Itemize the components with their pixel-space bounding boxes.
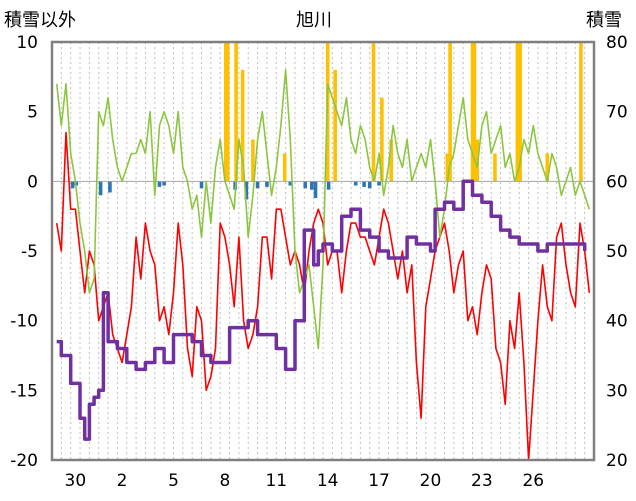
left-tick-label: 10 (16, 33, 38, 53)
blue-bars-bar (199, 181, 204, 189)
x-tick-label: 11 (265, 471, 287, 491)
blue-bars-bar (98, 181, 103, 196)
blue-bars-bar (108, 181, 112, 193)
right-tick-label: 70 (606, 103, 628, 123)
left-tick-label: 0 (27, 172, 38, 192)
blue-bars-bar (367, 181, 372, 189)
left-axis-title: 積雪以外 (4, 10, 76, 31)
plot-frame (50, 40, 596, 462)
orange-bars-bar (579, 42, 583, 182)
orange-bars-bar (448, 42, 452, 182)
orange-bars-bar (445, 153, 450, 182)
orange-bars-bar (234, 42, 238, 182)
right-tick-label: 60 (606, 172, 628, 192)
x-tick-label: 14 (317, 471, 339, 491)
x-tick-label: 8 (219, 471, 230, 491)
orange-bars-bar (472, 42, 477, 182)
blue-bars-bar (157, 181, 162, 187)
right-tick-label: 20 (606, 451, 628, 471)
blue-bars-bar (255, 181, 260, 189)
x-tick-label: 23 (471, 471, 493, 491)
blue-bars-bar (309, 181, 314, 190)
orange-bars-bar (225, 42, 230, 182)
temperature-line (55, 131, 591, 461)
orange-bars-bar (389, 139, 394, 182)
left-tick-label: -20 (10, 451, 38, 471)
blue-bars-bar (162, 181, 166, 186)
green-series-line (55, 69, 591, 350)
x-tick-label: 17 (368, 471, 390, 491)
x-tick-label: 30 (65, 471, 87, 491)
x-tick-label: 26 (522, 471, 544, 491)
orange-bars-bar (282, 153, 287, 182)
blue-bars-bar (265, 181, 269, 187)
left-tick-label: -5 (21, 242, 38, 262)
orange-bars-bar (371, 42, 376, 182)
left-tick-label: -15 (10, 381, 38, 401)
blue-bars-bar (362, 181, 366, 187)
x-tick-label: 20 (420, 471, 442, 491)
chart-title: 旭川 (296, 10, 332, 31)
x-tick-label: 5 (168, 471, 179, 491)
blue-bars-bar (288, 181, 293, 186)
orange-bars-bar (380, 97, 384, 182)
orange-bars-bar (545, 153, 550, 182)
left-tick-label: 5 (27, 103, 38, 123)
blue-bars-bar (303, 181, 308, 189)
blue-bars-bar (313, 181, 318, 199)
right-tick-label: 80 (606, 33, 628, 53)
snow-depth-line (56, 179, 587, 441)
orange-bars-bar (515, 42, 520, 182)
right-tick-label: 30 (606, 381, 628, 401)
left-tick-label: -10 (10, 312, 38, 332)
blue-bars-bar (326, 181, 331, 190)
blue-bars-bar (70, 181, 75, 189)
orange-bars-bar (240, 69, 245, 182)
orange-bars-bar (470, 42, 475, 182)
blue-bars-bar (353, 181, 358, 186)
orange-bars-bar (251, 139, 255, 182)
right-tick-label: 40 (606, 312, 628, 332)
orange-bars-bar (518, 42, 522, 182)
right-tick-label: 50 (606, 242, 628, 262)
blue-bars-bar (244, 181, 249, 200)
blue-bars-bar (377, 181, 381, 186)
orange-bars-bar (224, 42, 228, 182)
x-tick-label: 2 (117, 471, 128, 491)
orange-bars-bar (333, 69, 337, 182)
orange-bars-bar (493, 153, 497, 182)
right-axis-title: 積雪 (586, 10, 622, 31)
